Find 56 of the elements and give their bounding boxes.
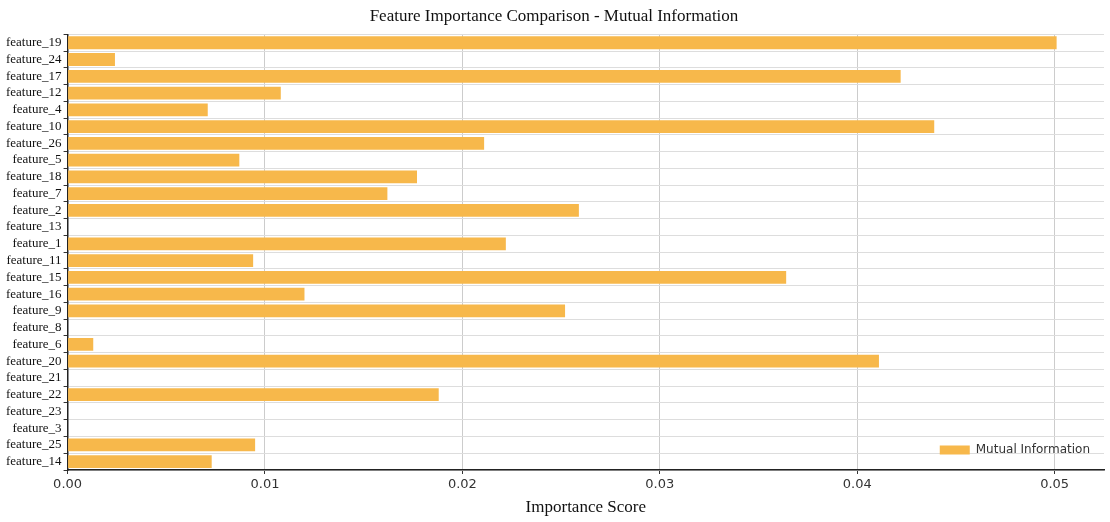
y-tick-label: feature_23 (5, 402, 62, 418)
bar (68, 304, 566, 318)
bar (68, 270, 787, 284)
y-tick-label: feature_26 (5, 134, 63, 150)
bar (68, 36, 1057, 50)
y-tick-label: feature_5 (12, 151, 62, 167)
y-tick-label: feature_7 (12, 184, 63, 200)
y-tick-label: feature_24 (5, 50, 63, 66)
bar (68, 388, 439, 402)
y-tick-label: feature_6 (12, 335, 63, 351)
bar (68, 455, 212, 469)
bar (68, 86, 281, 100)
x-tick-label: 0.02 (447, 476, 477, 492)
x-tick-label: 0.03 (645, 476, 675, 492)
x-axis-title: Importance Score (525, 497, 646, 517)
bar (68, 153, 240, 167)
bar (68, 170, 417, 184)
y-tick-label: feature_16 (5, 285, 63, 301)
y-tick-label: feature_21 (5, 369, 62, 385)
y-tick-label: feature_25 (5, 436, 62, 452)
y-tick-label: feature_20 (5, 352, 62, 368)
bar (68, 287, 305, 301)
y-tick-label: feature_2 (12, 201, 62, 217)
y-tick-label: feature_17 (5, 67, 63, 83)
bar (68, 237, 506, 251)
y-tick-label: feature_14 (5, 453, 63, 469)
bar (68, 187, 388, 200)
chart-title: Feature Importance Comparison - Mutual Information (369, 5, 739, 25)
y-tick-label: feature_22 (5, 386, 62, 402)
y-tick-label: feature_10 (5, 117, 62, 133)
legend-label: Mutual Information (975, 442, 1090, 457)
y-tick-label: feature_8 (12, 319, 62, 335)
bar (68, 337, 94, 351)
bar (68, 203, 579, 217)
y-tick-label: feature_3 (12, 419, 62, 435)
x-tick-label: 0.01 (250, 476, 280, 492)
y-tick-label: feature_11 (6, 252, 62, 267)
bar (68, 254, 254, 267)
y-tick-label: feature_15 (5, 268, 62, 284)
y-tick-label: feature_12 (5, 84, 62, 100)
x-tick-label: 0.00 (53, 476, 83, 492)
y-tick-label: feature_9 (12, 302, 62, 318)
bar (68, 69, 901, 83)
bar (68, 103, 208, 117)
y-tick-label: feature_13 (5, 218, 62, 234)
y-tick-label: feature_4 (12, 101, 63, 117)
bar (68, 53, 115, 66)
bar (68, 354, 879, 368)
bar (68, 136, 485, 150)
bar (68, 120, 935, 133)
x-tick-label: 0.05 (1040, 476, 1070, 492)
y-tick-label: feature_19 (5, 34, 62, 50)
x-tick-label: 0.04 (842, 476, 872, 492)
y-tick-label: feature_18 (5, 168, 62, 184)
y-tick-label: feature_1 (12, 235, 62, 251)
bar (68, 438, 256, 452)
